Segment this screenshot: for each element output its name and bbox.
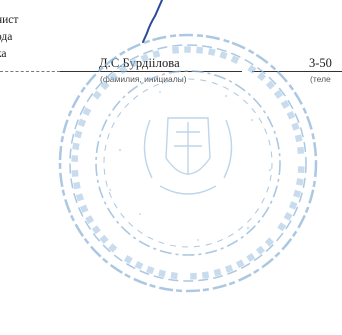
handwritten-signature-icon (142, 0, 163, 43)
signatory-name: Д.С.Бурдіілова (99, 56, 180, 70)
seal-ring-text-icon: ▪▪▪▪▪ ▪▪▪▪▪▪▪ ▪▪▪▪▪▪ ▪▪▪▪▪▪▪▪▪ ▪▪▪▪▪▪ ▪▪… (0, 0, 306, 284)
name-caption: (фамилия, инициалы) (100, 74, 187, 84)
phone-number-fragment: 3-50 (309, 56, 332, 70)
name-signature-line (60, 71, 242, 72)
left-dashed-line (0, 71, 60, 72)
phone-signature-line (252, 71, 342, 72)
phone-caption: (теле (310, 74, 331, 84)
left-line-1: нист (0, 14, 19, 26)
left-line-2: ода (0, 31, 13, 43)
left-line-3: ка (0, 48, 7, 60)
left-text-fragment: нист ода ка (0, 12, 18, 63)
coat-of-arms-icon (143, 117, 233, 195)
